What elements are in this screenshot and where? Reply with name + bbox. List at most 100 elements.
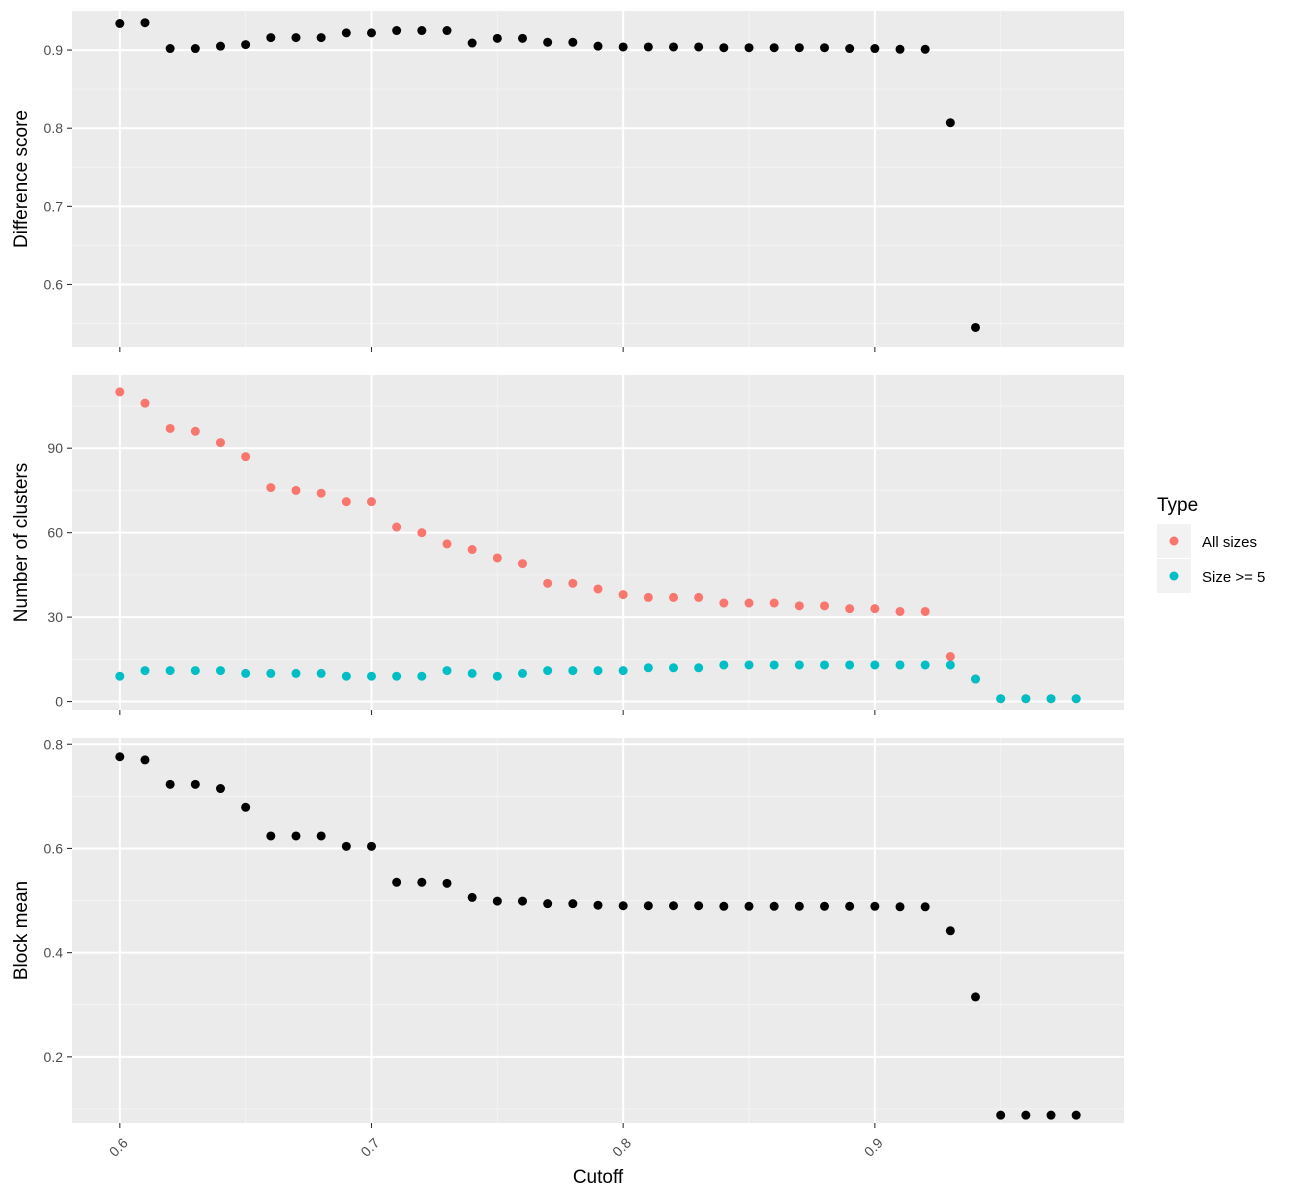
data-point bbox=[316, 668, 326, 678]
data-point bbox=[291, 831, 301, 841]
data-point bbox=[669, 592, 679, 602]
data-point bbox=[719, 901, 729, 911]
data-point bbox=[417, 528, 427, 538]
data-point bbox=[190, 779, 200, 789]
data-point bbox=[341, 497, 351, 507]
data-point bbox=[543, 37, 553, 47]
data-point bbox=[845, 901, 855, 911]
x-tick-label: 0.7 bbox=[357, 1135, 382, 1160]
data-point bbox=[215, 666, 225, 676]
data-point bbox=[241, 802, 251, 812]
data-point bbox=[996, 1110, 1006, 1120]
data-point bbox=[593, 584, 603, 594]
data-point bbox=[492, 671, 502, 681]
x-tick-label: 0.9 bbox=[861, 1135, 886, 1160]
data-point bbox=[190, 666, 200, 676]
data-point bbox=[769, 43, 779, 53]
data-point bbox=[442, 26, 452, 36]
data-point bbox=[568, 578, 578, 588]
data-point bbox=[467, 38, 477, 48]
data-point bbox=[543, 666, 553, 676]
data-point bbox=[719, 660, 729, 670]
y-tick-label: 0.2 bbox=[44, 1049, 64, 1065]
data-point bbox=[165, 779, 175, 789]
y-tick-label: 0.8 bbox=[44, 120, 64, 136]
data-point bbox=[417, 671, 427, 681]
data-point bbox=[392, 522, 402, 532]
data-point bbox=[241, 40, 251, 50]
data-point bbox=[492, 553, 502, 563]
y-tick-label: 0 bbox=[55, 694, 63, 710]
data-point bbox=[744, 901, 754, 911]
data-point bbox=[517, 559, 527, 569]
data-point bbox=[543, 899, 553, 909]
data-point bbox=[895, 902, 905, 912]
x-axis-title: Cutoff bbox=[573, 1167, 624, 1188]
data-point bbox=[140, 18, 150, 28]
data-point bbox=[417, 877, 427, 887]
panels: 0.6 0.7 0.8 0.9 Difference score 0 30 60 90 Numbe… bbox=[11, 11, 1124, 1160]
data-point bbox=[140, 755, 150, 765]
data-point bbox=[971, 992, 981, 1002]
data-point bbox=[316, 33, 326, 43]
data-point bbox=[392, 877, 402, 887]
data-point bbox=[442, 878, 452, 888]
data-point bbox=[417, 26, 427, 36]
data-point bbox=[241, 452, 251, 462]
data-point bbox=[291, 668, 301, 678]
data-point bbox=[669, 663, 679, 673]
data-point bbox=[1046, 694, 1056, 704]
data-point bbox=[1046, 1110, 1056, 1120]
data-point bbox=[996, 694, 1006, 704]
data-point bbox=[115, 752, 125, 762]
data-point bbox=[694, 42, 704, 52]
y-tick-label: 0.7 bbox=[44, 198, 64, 214]
data-point bbox=[744, 660, 754, 670]
data-point bbox=[215, 438, 225, 448]
data-point bbox=[618, 42, 628, 52]
data-point bbox=[945, 926, 955, 936]
data-point bbox=[517, 668, 527, 678]
data-point bbox=[820, 601, 830, 611]
data-point bbox=[366, 671, 376, 681]
data-point bbox=[820, 43, 830, 53]
data-point bbox=[316, 488, 326, 498]
y-tick-label: 60 bbox=[47, 525, 63, 541]
data-point bbox=[845, 604, 855, 614]
data-point bbox=[820, 660, 830, 670]
panel-difference-score: 0.6 0.7 0.8 0.9 Difference score bbox=[11, 11, 1124, 352]
panel-block-mean: 0.2 0.4 0.6 0.8 0.6 0.7 0.8 0.9 Block mean bbox=[11, 736, 1124, 1160]
data-point bbox=[1071, 1110, 1081, 1120]
data-point bbox=[769, 901, 779, 911]
data-point bbox=[669, 901, 679, 911]
legend-marker-size-5 bbox=[1169, 571, 1179, 581]
data-point bbox=[794, 43, 804, 53]
data-point bbox=[845, 44, 855, 54]
data-point bbox=[392, 671, 402, 681]
data-point bbox=[593, 900, 603, 910]
data-point bbox=[895, 606, 905, 616]
data-point bbox=[971, 322, 981, 332]
data-point bbox=[618, 901, 628, 911]
data-point bbox=[669, 42, 679, 52]
data-point bbox=[694, 901, 704, 911]
data-point bbox=[266, 668, 276, 678]
data-point bbox=[215, 784, 225, 794]
data-point bbox=[467, 668, 477, 678]
data-point bbox=[568, 666, 578, 676]
data-point bbox=[165, 423, 175, 433]
data-point bbox=[694, 663, 704, 673]
data-point bbox=[920, 44, 930, 54]
data-point bbox=[920, 902, 930, 912]
data-point bbox=[190, 44, 200, 54]
legend-marker-all-sizes bbox=[1169, 536, 1179, 546]
data-point bbox=[517, 33, 527, 43]
legend-title: Type bbox=[1157, 495, 1198, 516]
x-tick-label: 0.8 bbox=[609, 1135, 634, 1160]
data-point bbox=[643, 901, 653, 911]
data-point bbox=[115, 387, 125, 397]
data-point bbox=[341, 671, 351, 681]
data-point bbox=[971, 674, 981, 684]
data-point bbox=[744, 598, 754, 608]
data-point bbox=[794, 901, 804, 911]
